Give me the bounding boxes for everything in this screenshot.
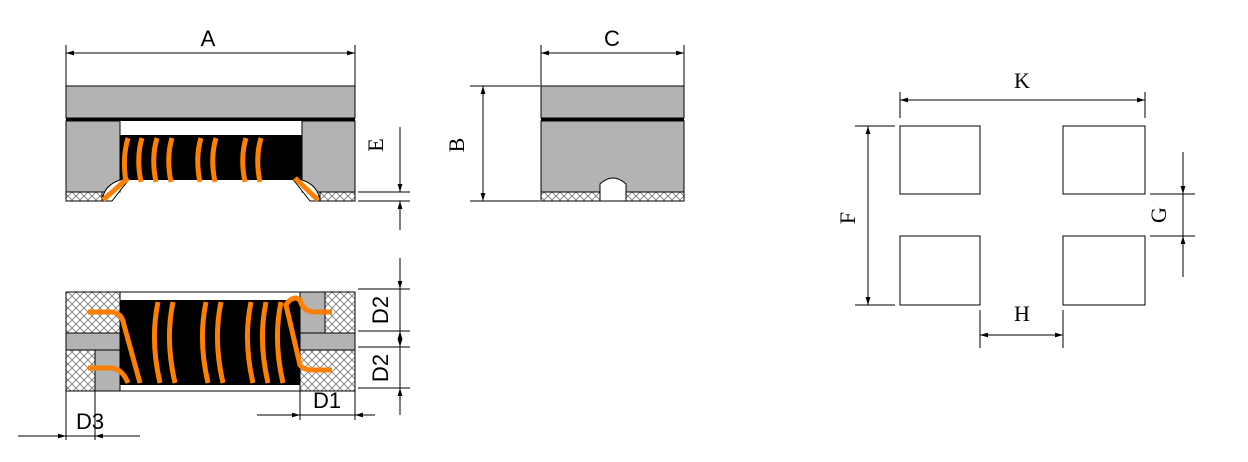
label-D1: D1 bbox=[313, 388, 341, 413]
front-view bbox=[65, 85, 356, 202]
dim-D2: D2 D2 bbox=[358, 258, 410, 415]
label-F: F bbox=[835, 212, 860, 224]
label-A: A bbox=[201, 26, 216, 51]
dim-C: C bbox=[540, 26, 685, 86]
core bbox=[120, 300, 300, 385]
coil-windings bbox=[101, 137, 320, 202]
pad bbox=[899, 235, 981, 306]
label-K: K bbox=[1014, 68, 1030, 93]
dim-D1: D1 bbox=[257, 388, 375, 420]
side-view bbox=[540, 85, 685, 202]
label-H: H bbox=[1014, 301, 1030, 326]
dim-A: A bbox=[65, 26, 356, 86]
pad bbox=[1062, 125, 1146, 195]
label-D2-top: D2 bbox=[368, 296, 393, 324]
label-C: C bbox=[604, 26, 620, 51]
dim-K: K bbox=[899, 68, 1146, 118]
coil-windings bbox=[88, 295, 332, 385]
dim-E: E bbox=[358, 127, 410, 230]
dim-F: F bbox=[835, 125, 895, 306]
dim-G: G bbox=[1146, 152, 1195, 277]
label-B: B bbox=[444, 138, 469, 153]
bottom-view bbox=[65, 291, 356, 392]
land-pattern bbox=[899, 125, 1146, 306]
pad bbox=[1062, 235, 1146, 306]
dim-D3: D3 bbox=[18, 391, 140, 440]
label-D3: D3 bbox=[76, 409, 104, 434]
pad bbox=[899, 125, 981, 195]
label-G: G bbox=[1146, 207, 1171, 223]
dim-H: H bbox=[979, 301, 1064, 348]
label-D2-bottom: D2 bbox=[368, 354, 393, 382]
label-E: E bbox=[363, 138, 388, 151]
dim-B: B bbox=[444, 85, 540, 202]
